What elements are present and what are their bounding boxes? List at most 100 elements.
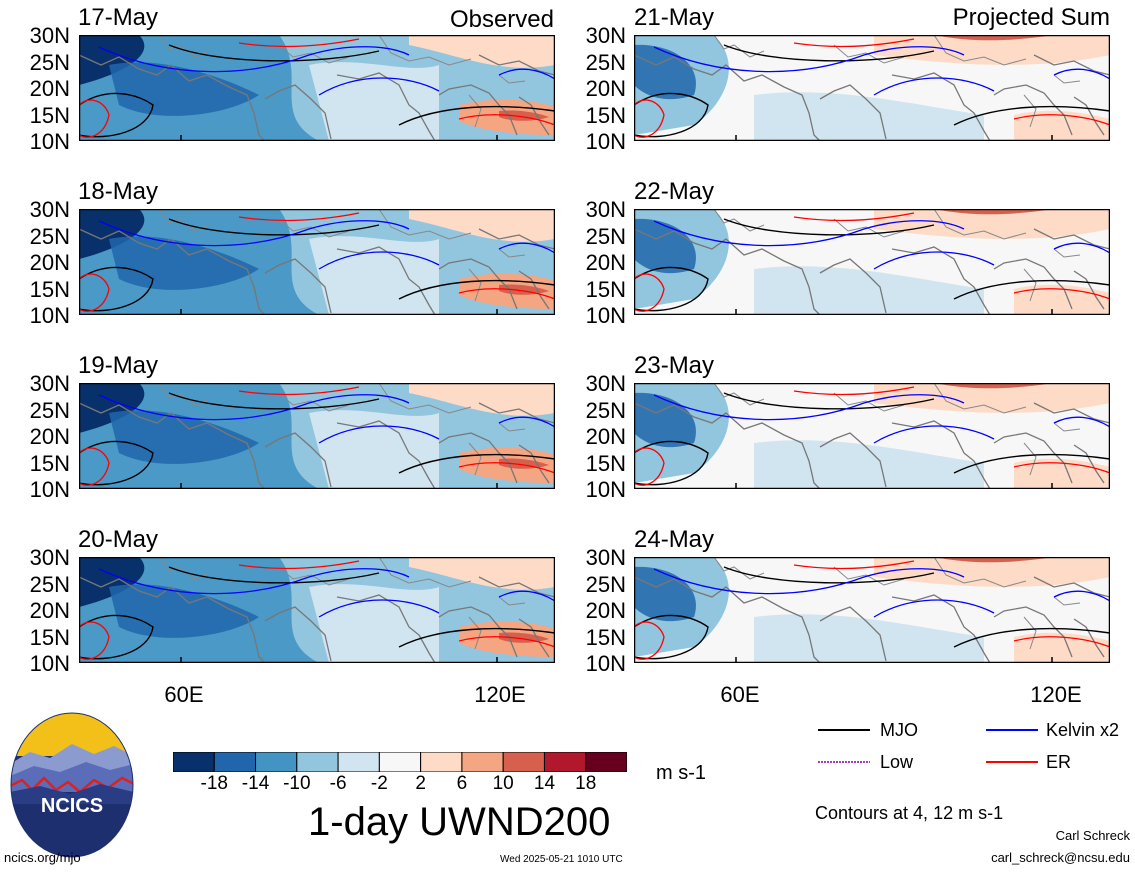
ncics-logo: NCICS	[10, 712, 134, 858]
lat-tick-20n-right-row4: 20N	[585, 598, 626, 623]
lat-tick-10n-right-row4: 10N	[585, 651, 626, 676]
panel-date-3: 19-May	[78, 352, 159, 379]
lon-tick-60e-left: 60E	[164, 682, 204, 707]
colorbar-swatch-1	[213, 752, 257, 772]
footer-url: ncics.org/mjo	[4, 850, 81, 865]
map-panel-4	[79, 557, 555, 663]
panel-date-5: 21-May	[634, 4, 715, 31]
lat-tick-25n-right-row2: 25N	[585, 223, 626, 249]
colorbar-tick-label: 6	[456, 773, 468, 794]
map-panel-5	[634, 35, 1110, 141]
lat-tick-30n-right-row3: 30N	[585, 371, 626, 396]
panel-date-8: 24-May	[634, 526, 715, 553]
colorbar-tick-label: -2	[370, 773, 388, 794]
map-panel-7	[634, 383, 1110, 489]
legend-line-er	[986, 761, 1038, 763]
colorbar-swatch-9	[543, 752, 587, 772]
panel-date-4: 20-May	[78, 526, 159, 553]
lat-tick-20n-right-row3: 20N	[585, 424, 626, 449]
lon-tick-120e-right: 120E	[1030, 682, 1082, 707]
legend-label-kelvin: Kelvin x2	[1046, 720, 1120, 740]
panel-date-1: 17-May	[78, 4, 159, 31]
lat-tick-15n-left-row2: 15N	[29, 276, 70, 302]
lat-tick-30n-right-row4: 30N	[585, 545, 626, 570]
lat-tick-25n-right-row3: 25N	[585, 397, 626, 423]
contours-note: Contours at 4, 12 m s-1	[815, 803, 1004, 823]
legend-label-low: Low	[880, 752, 914, 772]
colorbar-swatch-4	[337, 752, 380, 772]
lat-tick-25n-left-row4: 25N	[29, 571, 70, 597]
lat-tick-15n-right-row3: 15N	[585, 450, 626, 476]
legend-line-kelvin	[986, 729, 1038, 731]
lat-tick-25n-left-row3: 25N	[29, 397, 70, 423]
lat-tick-30n-right-row1: 30N	[585, 23, 626, 48]
legend-label-er: ER	[1046, 752, 1072, 772]
lat-tick-20n-right-row2: 20N	[585, 250, 626, 275]
colorbar-units: m s-1	[656, 762, 706, 784]
footer-author: Carl Schreck	[1055, 828, 1130, 843]
lat-tick-20n-left-row1: 20N	[29, 76, 70, 101]
colorbar-tick-label: -10	[283, 773, 311, 794]
map-panel-6	[634, 209, 1110, 315]
colorbar-tick-label: 14	[533, 773, 556, 794]
lon-tick-120e-left: 120E	[474, 682, 526, 707]
colorbar-title: 1-day UWND200	[308, 800, 611, 844]
lat-tick-30n-right-row2: 30N	[585, 197, 626, 222]
lon-tick-60e-right: 60E	[720, 682, 760, 707]
colorbar-swatch-5	[378, 752, 422, 772]
lat-tick-25n-left-row1: 25N	[29, 49, 70, 75]
lat-tick-25n-right-row1: 25N	[585, 49, 626, 75]
lat-tick-10n-right-row1: 10N	[585, 129, 626, 154]
colorbar-tick-label: 10	[492, 773, 514, 794]
lat-tick-25n-right-row4: 25N	[585, 571, 626, 597]
lat-tick-15n-left-row3: 15N	[29, 450, 70, 476]
colorbar-tick-label: -18	[200, 773, 228, 794]
lat-tick-20n-right-row1: 20N	[585, 76, 626, 101]
colorbar-swatch-0	[173, 752, 215, 772]
lat-tick-10n-right-row3: 10N	[585, 477, 626, 502]
projected-label: Projected Sum	[952, 4, 1110, 31]
colorbar-tick-label: 18	[575, 773, 597, 794]
lat-tick-20n-left-row3: 20N	[29, 424, 70, 449]
lat-tick-30n-left-row4: 30N	[29, 545, 70, 570]
colorbar	[173, 752, 627, 772]
lat-tick-30n-left-row1: 30N	[29, 23, 70, 48]
map-panel-1	[79, 35, 555, 141]
lat-tick-10n-left-row3: 10N	[29, 477, 70, 502]
lat-tick-10n-right-row2: 10N	[585, 303, 626, 328]
lat-tick-30n-left-row3: 30N	[29, 371, 70, 396]
panel-date-2: 18-May	[78, 178, 159, 205]
colorbar-tick-label: -14	[241, 773, 270, 794]
colorbar-tick-label: -6	[329, 773, 347, 794]
colorbar-swatch-10	[585, 752, 627, 772]
lat-tick-15n-right-row2: 15N	[585, 276, 626, 302]
map-panel-2	[79, 209, 555, 315]
lat-tick-15n-right-row4: 15N	[585, 624, 626, 650]
colorbar-swatch-2	[255, 752, 298, 772]
lat-tick-30n-left-row2: 30N	[29, 197, 70, 222]
lat-tick-15n-left-row4: 15N	[29, 624, 70, 650]
colorbar-swatch-3	[296, 752, 339, 772]
footer-timestamp: Wed 2025-05-21 1010 UTC	[500, 854, 623, 865]
lat-tick-15n-left-row1: 15N	[29, 102, 70, 128]
logo-text: NCICS	[41, 795, 103, 817]
lat-tick-15n-right-row1: 15N	[585, 102, 626, 128]
lat-tick-10n-left-row2: 10N	[29, 303, 70, 328]
lat-tick-20n-left-row2: 20N	[29, 250, 70, 275]
legend-line-low	[818, 761, 870, 763]
colorbar-swatch-7	[461, 752, 504, 772]
map-panel-8	[634, 557, 1110, 663]
legend-line-mjo	[818, 729, 870, 731]
legend-label-mjo: MJO	[880, 720, 918, 740]
panel-date-7: 23-May	[634, 352, 715, 379]
lat-tick-10n-left-row1: 10N	[29, 129, 70, 154]
panel-date-6: 22-May	[634, 178, 715, 205]
colorbar-swatch-8	[502, 752, 545, 772]
footer-email: carl_schreck@ncsu.edu	[991, 850, 1130, 865]
colorbar-tick-label: 2	[415, 773, 426, 794]
observed-label: Observed	[449, 6, 554, 33]
lat-tick-20n-left-row4: 20N	[29, 598, 70, 623]
colorbar-swatch-6	[420, 752, 463, 772]
lat-tick-25n-left-row2: 25N	[29, 223, 70, 249]
lat-tick-10n-left-row4: 10N	[29, 651, 70, 676]
